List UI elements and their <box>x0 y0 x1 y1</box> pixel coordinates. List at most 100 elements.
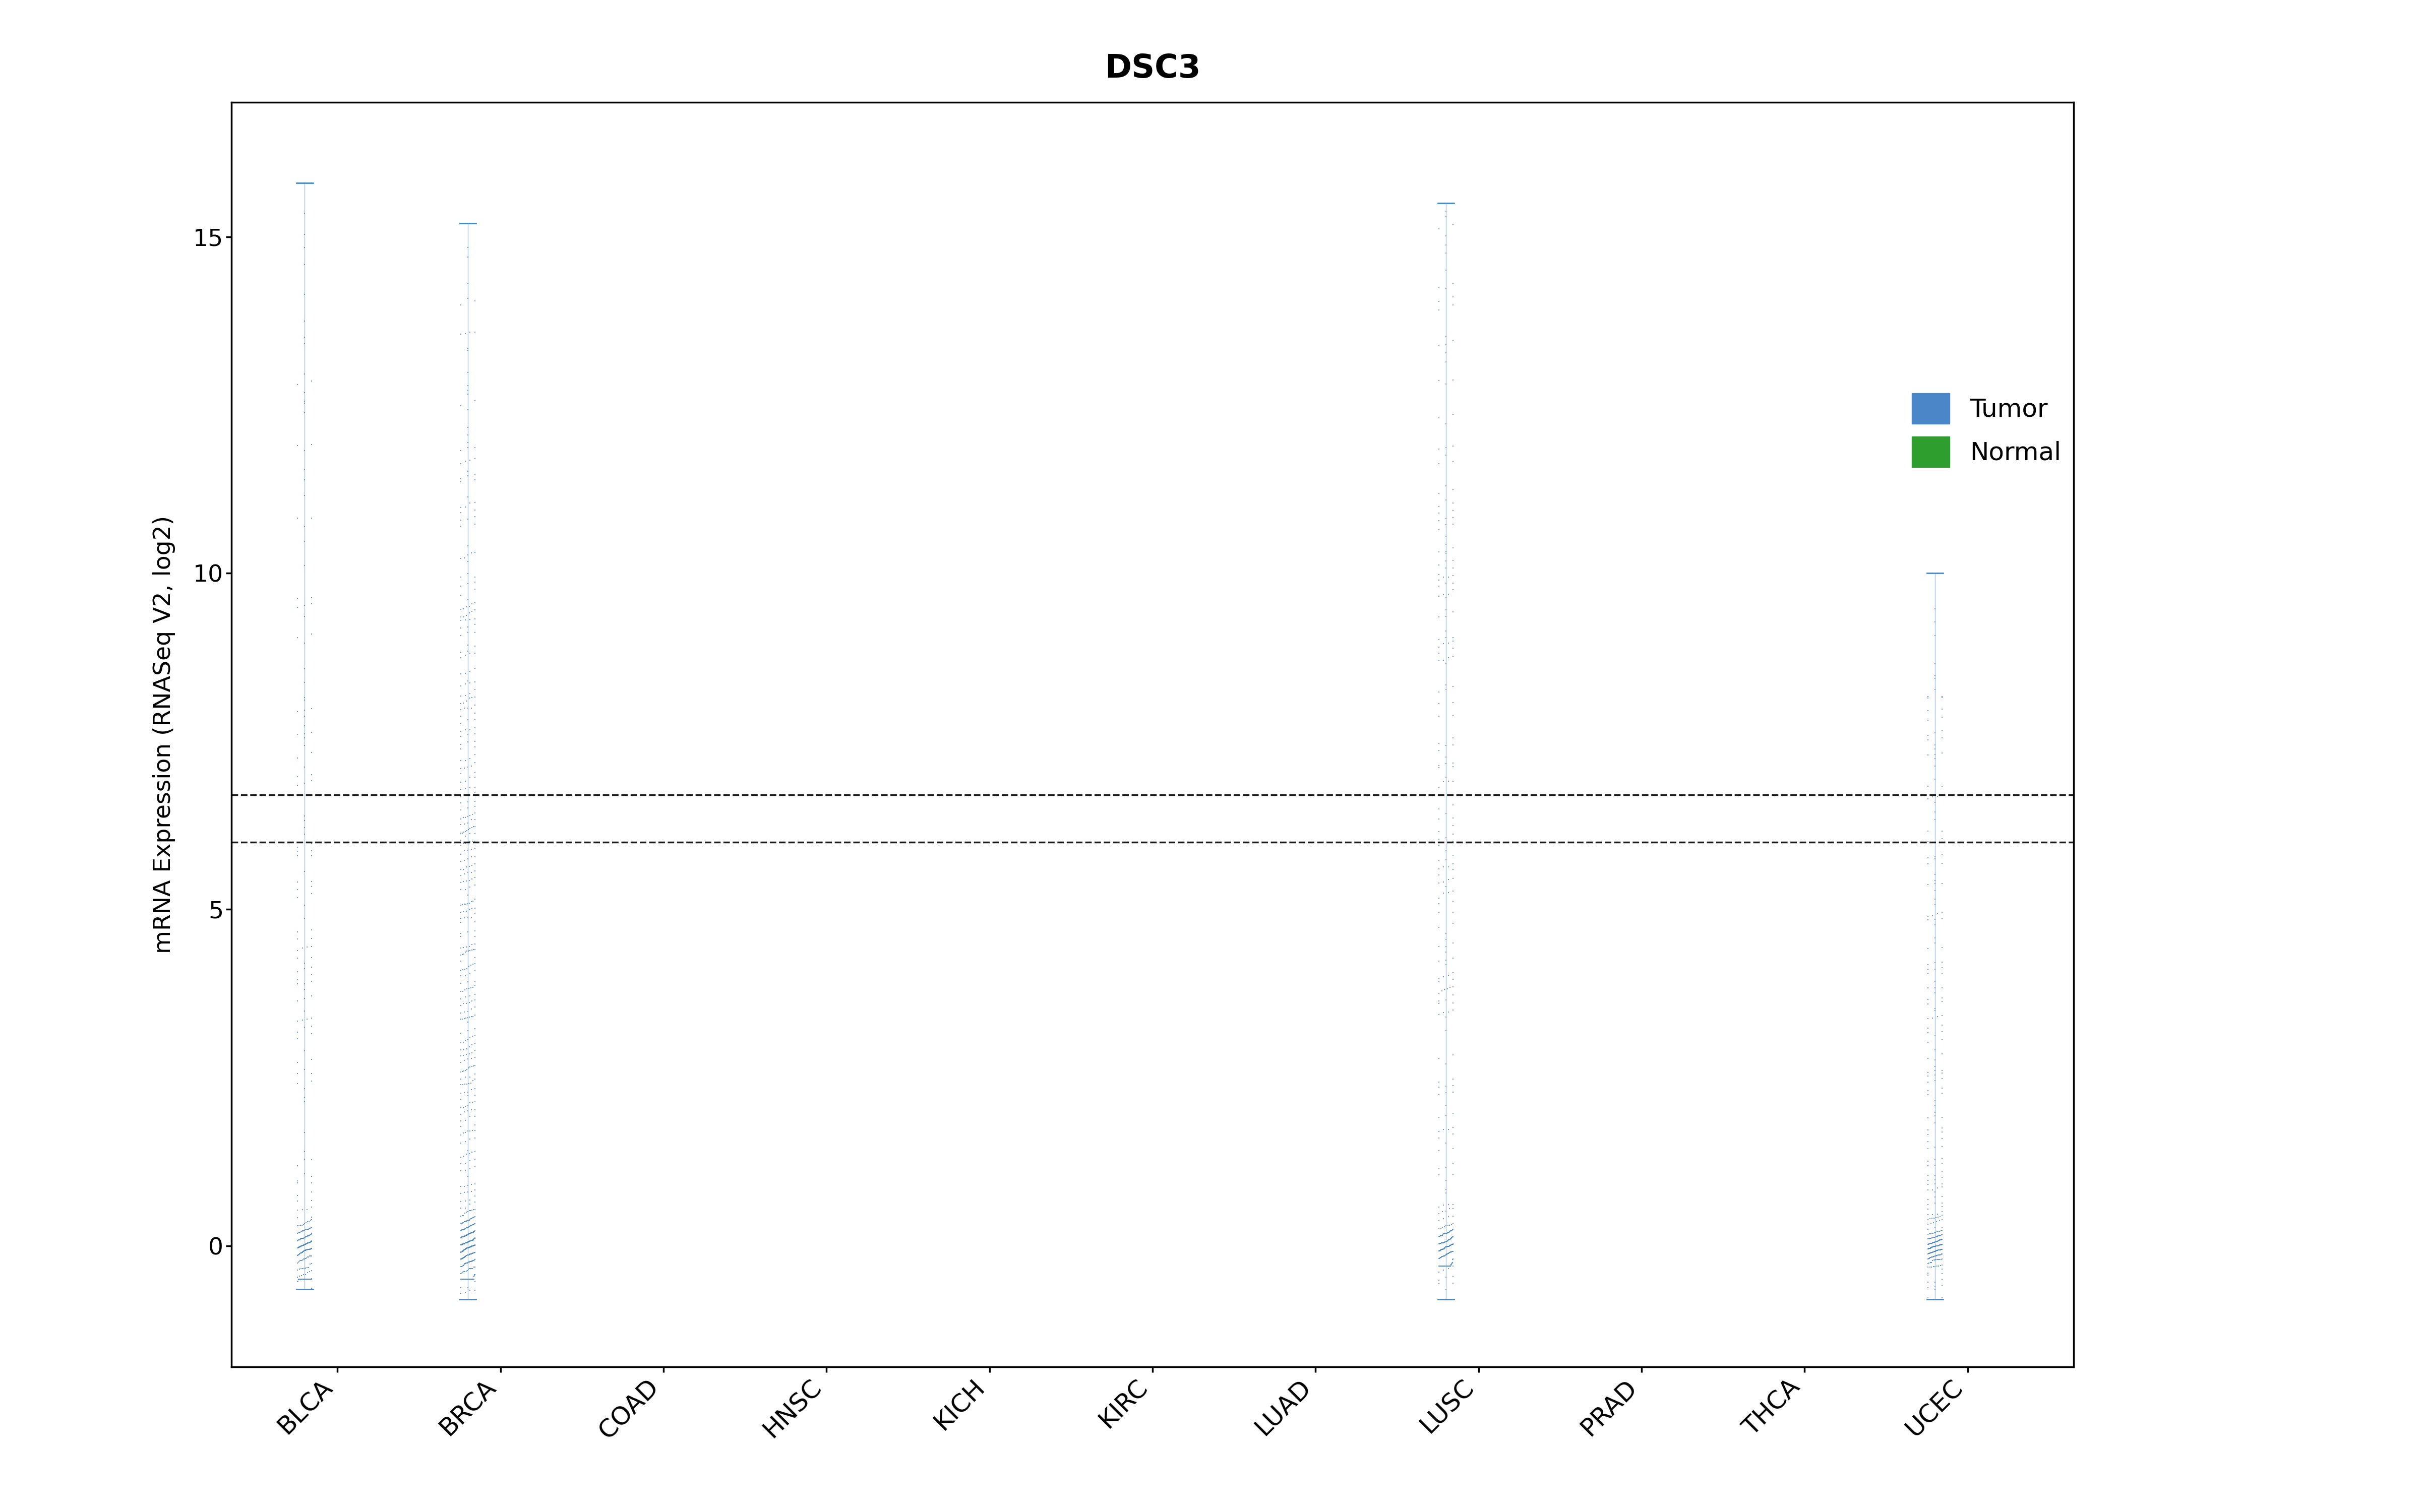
Point <box>1421 1246 1459 1270</box>
Point <box>1912 1235 1951 1259</box>
Point <box>1917 742 1955 767</box>
Point <box>455 1226 494 1250</box>
Point <box>450 1229 489 1253</box>
Point <box>1909 1105 1948 1129</box>
Point <box>1917 862 1955 886</box>
Point <box>1433 1247 1471 1272</box>
Point <box>455 1234 494 1258</box>
Point <box>443 1219 482 1243</box>
Point <box>455 634 494 658</box>
Point <box>1917 1234 1955 1258</box>
Point <box>443 1267 482 1291</box>
Point <box>1421 1238 1459 1263</box>
Point <box>450 1214 489 1238</box>
Point <box>288 1217 327 1241</box>
Point <box>440 1226 479 1250</box>
Point <box>1430 1234 1469 1258</box>
Point <box>455 1247 494 1272</box>
Point <box>288 1237 327 1261</box>
Point <box>450 1229 489 1253</box>
Point <box>1421 1231 1459 1255</box>
Point <box>1425 1243 1464 1267</box>
Point <box>1914 561 1953 585</box>
Point <box>448 534 486 558</box>
Point <box>453 1267 491 1291</box>
Point <box>288 1217 327 1241</box>
Point <box>278 1188 317 1213</box>
Point <box>455 937 494 962</box>
Point <box>453 1234 491 1258</box>
Point <box>443 1267 482 1291</box>
Point <box>448 689 486 714</box>
Point <box>440 500 479 525</box>
Point <box>1919 1287 1958 1311</box>
Point <box>281 1214 319 1238</box>
Point <box>1433 1240 1471 1264</box>
Point <box>1428 349 1467 373</box>
Point <box>290 1223 329 1247</box>
Point <box>288 1237 327 1261</box>
Point <box>1430 1253 1469 1278</box>
Point <box>453 1078 491 1102</box>
Point <box>283 1234 322 1258</box>
Point <box>1428 1205 1467 1229</box>
Point <box>450 939 489 963</box>
Point <box>1909 685 1948 709</box>
Point <box>1433 960 1471 984</box>
Point <box>290 1267 329 1291</box>
Point <box>455 1098 494 1122</box>
Point <box>293 720 332 744</box>
Point <box>1421 1253 1459 1278</box>
Point <box>1914 1287 1953 1311</box>
Point <box>286 325 324 349</box>
Point <box>1423 1237 1462 1261</box>
Point <box>288 1267 327 1291</box>
Point <box>453 906 491 930</box>
Point <box>440 850 479 874</box>
Point <box>440 293 479 318</box>
Point <box>1433 535 1471 559</box>
Point <box>1428 940 1467 965</box>
Point <box>1428 340 1467 364</box>
Point <box>455 1264 494 1288</box>
Point <box>450 1229 489 1253</box>
Point <box>453 1229 491 1253</box>
Point <box>455 435 494 460</box>
Point <box>286 951 324 975</box>
Point <box>1917 1220 1955 1244</box>
Point <box>286 171 324 195</box>
Point <box>1433 1219 1471 1243</box>
Point <box>450 1222 489 1246</box>
Point <box>1423 1237 1462 1261</box>
Point <box>448 1164 486 1188</box>
Point <box>288 1231 327 1255</box>
Point <box>455 1226 494 1250</box>
Point <box>443 1238 482 1263</box>
Point <box>278 1184 317 1208</box>
Point <box>278 1169 317 1193</box>
Point <box>1425 1235 1464 1259</box>
Point <box>281 171 319 195</box>
Point <box>445 900 484 924</box>
Point <box>445 1237 484 1261</box>
Point <box>448 1037 486 1061</box>
Point <box>286 1238 324 1263</box>
Point <box>1428 652 1467 676</box>
Point <box>455 1267 494 1291</box>
Point <box>1924 1152 1963 1176</box>
Point <box>450 718 489 742</box>
Point <box>453 1267 491 1291</box>
Point <box>455 1205 494 1229</box>
Point <box>1421 753 1459 777</box>
Point <box>1917 1287 1955 1311</box>
Point <box>450 1229 489 1253</box>
Point <box>283 1232 322 1256</box>
Point <box>445 1120 484 1145</box>
Point <box>1425 1237 1464 1261</box>
Point <box>1428 934 1467 959</box>
Point <box>448 1243 486 1267</box>
Point <box>455 1211 494 1235</box>
Point <box>455 702 494 726</box>
Point <box>1921 1287 1960 1311</box>
Point <box>448 847 486 871</box>
